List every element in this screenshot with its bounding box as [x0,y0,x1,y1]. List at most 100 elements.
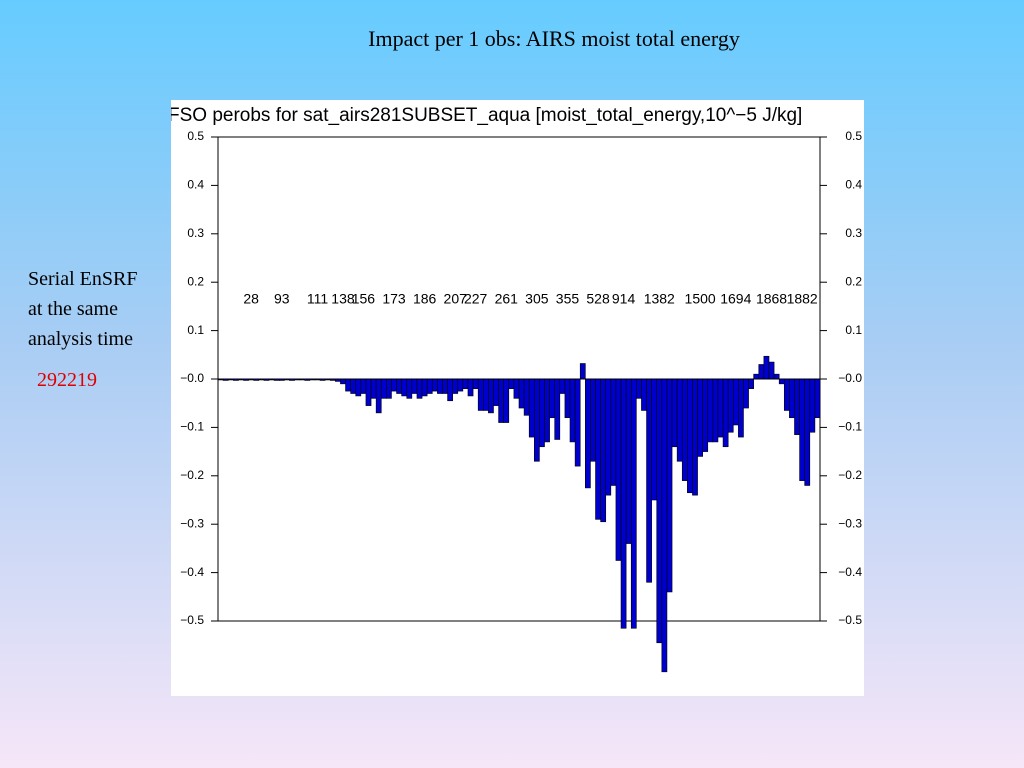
bar [401,378,408,397]
channel-label: 156 [352,291,376,307]
bar [528,378,535,438]
y2-tick-label: 0.2 [845,274,862,288]
bar [370,378,377,399]
bar [671,378,678,448]
bar [814,378,821,419]
y2-tick-label: 0.3 [845,226,862,240]
bar [416,378,423,399]
bar [574,378,581,467]
bar [391,378,397,392]
y2-tick-label: 0.5 [845,129,862,143]
channel-label: 1694 [720,291,751,307]
channel-label: 1882 [787,291,818,307]
channel-label: 207 [444,291,468,307]
y2-tick-label: −0.1 [838,420,862,434]
bar [447,378,453,402]
slide-title: Impact per 1 obs: AIRS moist total energ… [368,26,740,51]
y-tick-label: 0.5 [187,129,204,143]
channel-label: 227 [464,291,488,307]
channel-label: 138 [331,291,355,307]
bar [457,378,464,392]
bar [615,378,622,561]
bar [676,378,683,462]
y2-tick-label: −0.5 [838,613,862,627]
bar [783,378,790,411]
bar [763,355,770,380]
bar [681,378,688,481]
bar [564,378,571,419]
bar [773,373,780,380]
bar [727,378,734,433]
y2-tick-label: 0.1 [845,323,862,337]
bar [687,378,693,494]
channel-label: 261 [495,291,519,307]
bar [722,378,729,448]
bar [661,378,668,673]
y-tick-label: 0.1 [187,323,204,337]
bar [789,378,795,419]
channel-label: 28 [243,291,259,307]
bar [539,378,545,448]
channel-label: 305 [525,291,549,307]
bar [462,378,469,389]
bar [488,378,494,414]
bar [386,378,392,399]
bar [758,364,765,380]
y-tick-label: −0.4 [180,565,204,579]
bar [732,378,739,426]
bar [794,378,800,435]
bar [600,378,607,523]
y-tick-label: −0.2 [180,468,204,482]
bar [753,373,760,380]
bar [646,378,652,583]
channel-label: 1500 [685,291,716,307]
y-tick-label: 0.3 [187,226,204,240]
bar [625,378,632,544]
bar [534,378,540,462]
bar [666,378,673,593]
bar [431,378,438,392]
bar [610,378,617,486]
bar [437,378,443,394]
bar [442,378,448,394]
bar [585,378,591,489]
channel-label: 93 [274,291,290,307]
bar [712,378,719,443]
bar [799,378,805,481]
channel-label: 1868 [756,291,787,307]
bar [508,378,515,389]
bar [702,378,709,452]
bar [472,378,479,389]
y2-tick-label: −0.0 [838,371,862,385]
bar [365,378,372,406]
bar [738,378,744,438]
channel-label: 186 [413,291,437,307]
bar [707,378,714,443]
bar [426,378,433,394]
bar [421,378,428,397]
y2-tick-label: 0.4 [845,178,862,192]
channel-label: 111 [307,291,328,307]
bar [656,378,663,644]
bar [554,378,561,440]
note-line: at the same [28,298,118,320]
obs-count: 292219 [37,369,97,391]
bar [518,378,525,409]
bar [396,378,402,394]
bar [355,378,362,397]
y2-tick-label: −0.2 [838,468,862,482]
bar [523,378,530,416]
bar [380,378,387,399]
bar [375,378,382,414]
y2-tick-label: −0.4 [838,565,862,579]
bar [569,378,576,443]
y-tick-label: −0.1 [180,420,204,434]
bar [360,378,367,394]
bar [513,378,520,399]
bar [717,378,724,438]
bar [768,361,775,380]
side-note: Serial EnSRF at the same analysis time [28,264,137,354]
note-line: analysis time [28,328,133,350]
bar [651,378,658,501]
